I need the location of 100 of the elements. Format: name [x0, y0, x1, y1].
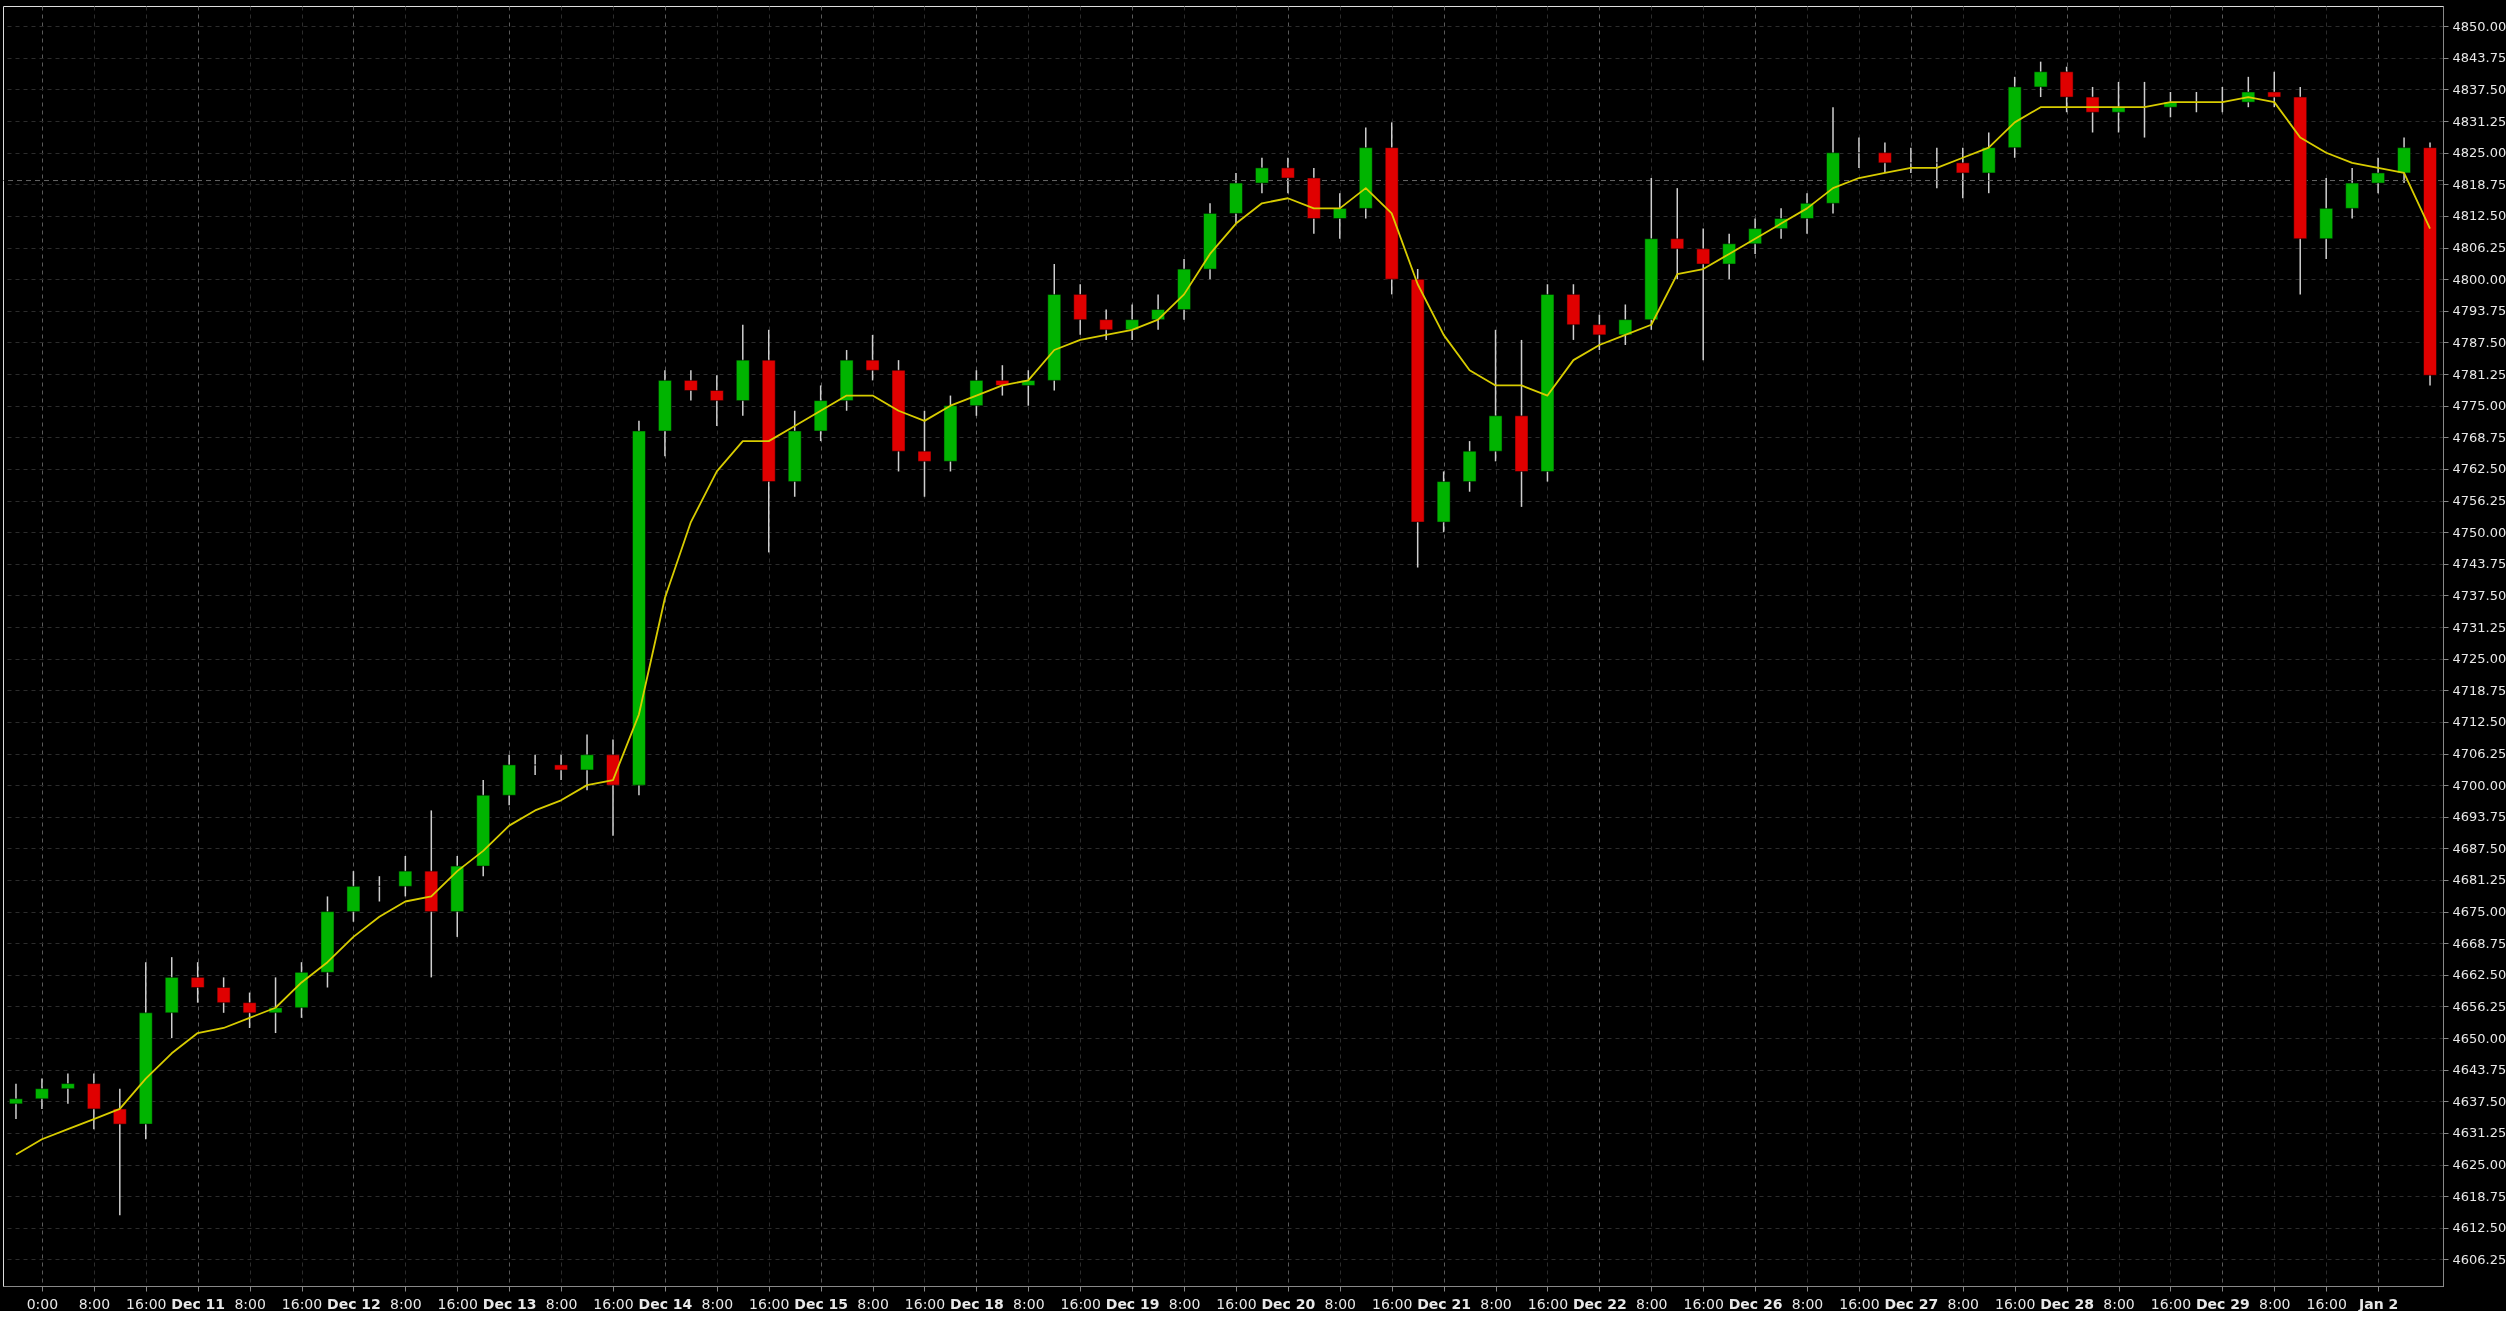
candlestick	[1696, 227, 1710, 361]
y-tick-label: 4650.00	[2452, 1030, 2507, 1046]
candlestick	[1670, 187, 1685, 280]
y-tick-label: 4850.00	[2452, 18, 2507, 34]
x-tick-label: 8:00	[78, 1295, 111, 1312]
x-tick-label: Dec 21	[1417, 1295, 1472, 1312]
candlestick	[2111, 81, 2126, 134]
candlestick	[1852, 136, 1866, 169]
y-tick-label: 4818.75	[2452, 176, 2507, 192]
candlestick	[1618, 303, 1633, 346]
candlestick	[398, 855, 413, 898]
y-tick-label: 4775.00	[2452, 398, 2507, 414]
y-tick-label: 4706.25	[2452, 746, 2507, 762]
x-tick-label: 8:00	[701, 1295, 734, 1312]
y-tick-label: 4737.50	[2452, 587, 2507, 603]
y-tick-label: 4837.50	[2452, 81, 2507, 97]
y-tick-label: 4643.75	[2452, 1062, 2507, 1078]
y-tick-label: 4637.50	[2452, 1093, 2507, 1109]
candlestick	[61, 1072, 75, 1105]
candlestick	[1878, 141, 1892, 174]
candlestick	[684, 369, 698, 402]
candlestick	[1099, 308, 1113, 341]
y-tick-label: 4656.25	[2452, 998, 2507, 1014]
y-tick-label: 4750.00	[2452, 524, 2507, 540]
y-tick-label: 4612.50	[2452, 1220, 2507, 1236]
y-tick-label: 4687.50	[2452, 840, 2507, 856]
y-tick-label: 4725.00	[2452, 651, 2507, 667]
x-tick-label: 16:00	[1683, 1295, 1724, 1312]
y-tick-label: 4768.75	[2452, 429, 2507, 445]
candlestick	[2371, 157, 2385, 194]
candlestick	[1800, 192, 1814, 235]
y-tick-label: 4756.25	[2452, 493, 2507, 509]
y-tick-label: 4625.00	[2452, 1157, 2507, 1173]
x-tick-label: Dec 14	[638, 1295, 693, 1312]
x-tick-label: 8:00	[2259, 1295, 2291, 1312]
x-tick-label: 16:00	[437, 1295, 478, 1312]
x-tick-label: 8:00	[1168, 1295, 1201, 1312]
x-tick-label: Dec 13	[482, 1295, 537, 1312]
y-tick-label: 4812.50	[2452, 208, 2507, 224]
x-tick-label: 16:00	[1995, 1295, 2036, 1312]
x-tick-label: Dec 20	[1261, 1295, 1316, 1312]
x-tick-label: 16:00	[281, 1295, 323, 1312]
candlestick	[113, 1087, 127, 1216]
candlestick	[35, 1077, 49, 1110]
x-tick-label: 0:00	[26, 1295, 59, 1312]
y-tick-label: 4681.25	[2452, 872, 2507, 888]
x-tick-label: 16:00	[126, 1295, 167, 1312]
candlestick	[1956, 146, 1970, 199]
x-tick-label: 16:00	[1527, 1295, 1569, 1312]
candlestick	[554, 754, 568, 781]
x-tick-label: 16:00	[2306, 1295, 2347, 1312]
y-tick-label: 4618.75	[2452, 1188, 2507, 1204]
x-tick-label: 16:00	[593, 1295, 634, 1312]
y-tick-label: 4793.75	[2452, 303, 2507, 319]
y-tick-label: 4662.50	[2452, 967, 2507, 983]
x-tick-label: 8:00	[1791, 1295, 1824, 1312]
candlestick	[1125, 303, 1139, 341]
candlestick	[2033, 60, 2048, 98]
x-tick-label: Dec 15	[794, 1295, 849, 1312]
x-tick-label: 16:00	[904, 1295, 946, 1312]
y-tick-label: 4800.00	[2452, 271, 2507, 287]
x-tick-label: 8:00	[857, 1295, 889, 1312]
x-tick-label: Dec 18	[950, 1295, 1004, 1312]
x-tick-label: Dec 12	[327, 1295, 381, 1312]
candlestick	[1722, 232, 1736, 280]
candlestick	[865, 334, 880, 382]
x-tick-label: Dec 19	[1105, 1295, 1160, 1312]
x-tick-label: Dec 11	[171, 1295, 226, 1312]
x-tick-label: 16:00	[2150, 1295, 2192, 1312]
y-tick-label: 4806.25	[2452, 240, 2507, 256]
x-tick-label: 16:00	[749, 1295, 790, 1312]
x-tick-label: Dec 29	[2195, 1295, 2250, 1312]
x-tick-label: Jan 2	[2357, 1295, 2399, 1312]
x-tick-label: Dec 27	[1884, 1295, 1939, 1312]
y-tick-label: 4718.75	[2452, 682, 2507, 698]
x-tick-label: Dec 26	[1728, 1295, 1783, 1312]
y-tick-label: 4781.25	[2452, 366, 2507, 382]
x-tick-label: Dec 28	[2040, 1295, 2095, 1312]
y-tick-label: 4731.25	[2452, 619, 2507, 635]
candlestick	[216, 976, 231, 1014]
y-tick-label: 4668.75	[2452, 935, 2507, 951]
x-tick-label: 8:00	[234, 1295, 266, 1312]
candlestick	[580, 733, 594, 791]
x-tick-label: 8:00	[1480, 1295, 1512, 1312]
y-tick-label: 4825.00	[2452, 145, 2507, 161]
candlestick	[190, 961, 205, 1004]
x-tick-label: 8:00	[1947, 1295, 1980, 1312]
y-tick-label: 4693.75	[2452, 809, 2507, 825]
x-tick-label: 8:00	[2103, 1295, 2135, 1312]
x-tick-label: 16:00	[1216, 1295, 1257, 1312]
candlestick	[268, 976, 283, 1034]
y-tick-label: 4675.00	[2452, 904, 2507, 920]
candlestick	[1333, 192, 1347, 240]
x-tick-label: Dec 22	[1572, 1295, 1627, 1312]
x-tick-label: 8:00	[390, 1295, 422, 1312]
x-tick-label: 16:00	[1060, 1295, 1101, 1312]
x-tick-label: 8:00	[1636, 1295, 1668, 1312]
candlestick	[710, 374, 724, 427]
x-tick-label: 16:00	[1372, 1295, 1413, 1312]
y-tick-label: 4700.00	[2452, 777, 2507, 793]
